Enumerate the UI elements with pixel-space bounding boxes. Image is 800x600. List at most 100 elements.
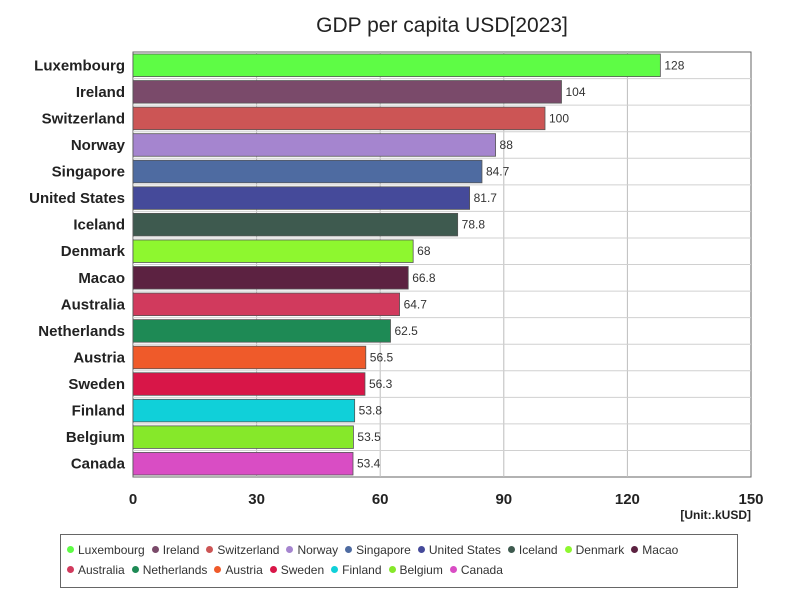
legend-item: Belgium [388,563,443,577]
value-label: 62.5 [395,324,419,338]
value-label: 53.5 [357,430,381,444]
category-label: Denmark [61,243,126,260]
bar-switzerland [132,106,546,131]
category-label: Finland [72,403,125,420]
value-labels: 1281041008884.781.778.86866.864.762.556.… [357,58,685,470]
legend-item: Australia [67,563,125,577]
bar-ireland [132,80,562,104]
x-tick-label: 150 [738,491,763,508]
value-label: 81.7 [474,191,498,205]
legend-label: Macao [642,543,679,557]
x-axis-tick-labels: 0 30 60 90 120 150 [129,491,764,508]
legend: Luxembourg Ireland Switzerland Norway Singap… [60,534,738,588]
legend-label: Sweden [280,563,325,577]
x-tick-label: 60 [372,491,389,508]
bar-norway [132,133,496,157]
grid-lines [133,52,751,477]
category-label: Netherlands [38,323,125,340]
category-label: Iceland [73,217,125,234]
chart-title: GDP per capita USD[2023] [316,14,568,37]
legend-item: Ireland [151,543,200,557]
legend-swatch [331,566,339,573]
legend-label: Singapore [356,543,411,557]
legend-swatch [206,546,214,553]
legend-item: Sweden [269,563,325,577]
legend-swatch [417,546,425,553]
bar-macao [132,266,409,290]
x-tick-label: 30 [248,491,265,508]
legend-label: Ireland [162,543,200,557]
legend-label: Iceland [518,543,558,557]
value-label: 128 [664,58,684,72]
value-label: 56.3 [369,377,393,391]
legend-swatch [449,566,457,573]
legend-label: Netherlands [142,563,208,577]
legend-item: Austria [214,563,263,577]
legend-swatch [345,546,353,553]
category-labels: Luxembourg Ireland Switzerland Norway Singap… [29,57,126,472]
legend-swatch [507,546,515,553]
legend-swatch [286,546,294,553]
legend-swatch [67,566,74,573]
legend-item: Finland [331,563,382,577]
bar-singapore [132,159,483,184]
category-label: Sweden [68,376,125,393]
bar-denmark [132,239,414,263]
legend-item: Netherlands [131,563,208,577]
legend-item: Switzerland [206,543,279,557]
legend-label: Denmark [575,543,625,557]
category-label: Australia [61,296,126,313]
value-label: 100 [549,111,569,125]
value-label: 53.8 [359,404,383,418]
legend-label: Norway [297,543,339,557]
bar-canada [132,452,354,476]
bars [132,53,661,476]
category-label: Macao [78,270,125,287]
legend-item: Iceland [507,543,558,557]
legend-item: Norway [286,543,338,557]
category-label: Luxembourg [34,57,125,74]
legend-label: Finland [342,563,382,577]
legend-swatch [151,546,159,553]
x-tick-label: 120 [615,491,640,508]
legend-label: Belgium [399,563,443,577]
legend-item: Singapore [345,543,411,557]
category-label: Switzerland [42,110,125,127]
category-label: Norway [71,137,126,154]
x-tick-label: 0 [129,491,137,508]
legend-swatch [564,546,572,553]
legend-label: Canada [460,563,503,577]
value-label: 68 [417,244,431,258]
value-label: 56.5 [370,350,394,364]
category-label: Austria [73,349,125,366]
legend-item: United States [417,543,501,557]
legend-label: Austria [225,563,263,577]
legend-swatch [131,566,139,573]
bar-finland [132,398,356,423]
unit-label: [Unit:.kUSD] [680,508,751,522]
bar-australia [132,292,400,317]
bar-sweden [132,372,366,396]
category-label: Singapore [52,164,125,181]
bar-belgium [132,425,354,449]
category-label: Ireland [76,84,125,101]
legend-swatch [214,566,222,573]
legend-swatch [269,566,277,573]
x-tick-label: 90 [495,491,512,508]
category-label: United States [29,190,125,207]
bar-austria [132,345,367,370]
category-label: Belgium [66,429,125,446]
legend-swatch [388,566,396,573]
legend-item: Canada [449,563,503,577]
legend-item: Denmark [564,543,625,557]
bar-netherlands [132,319,391,343]
legend-swatch [67,546,74,553]
legend-swatch [631,546,639,553]
legend-item: Luxembourg [67,543,145,557]
bar-united-states [132,186,471,210]
value-label: 53.4 [357,457,381,471]
bar-iceland [132,212,459,237]
value-label: 104 [565,85,585,99]
legend-label: United States [428,543,501,557]
